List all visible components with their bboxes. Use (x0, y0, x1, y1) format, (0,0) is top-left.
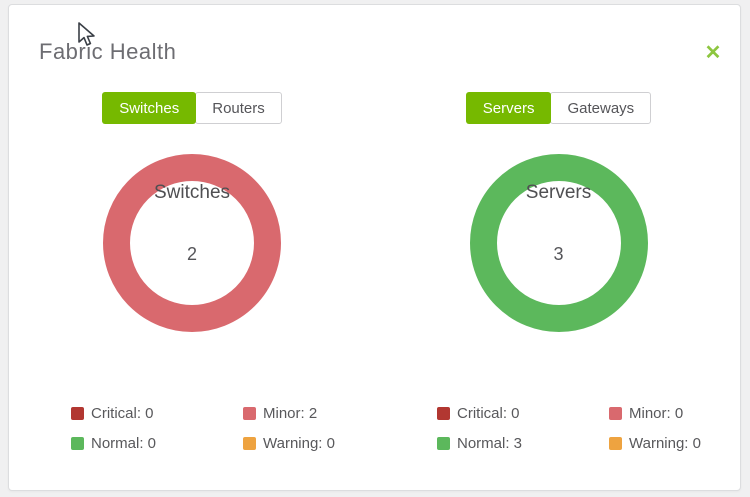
legend-label: Warning: 0 (629, 435, 701, 452)
toggle-routers[interactable]: Routers (195, 92, 282, 124)
servers-gateways-toggle: Servers Gateways (375, 92, 742, 124)
legend-item-critical: Critical: 0 (437, 405, 609, 422)
critical-swatch-icon (71, 407, 84, 420)
legend-label: Normal: 0 (91, 435, 157, 452)
switches-routers-toggle: Switches Routers (9, 92, 375, 124)
servers-donut-ring (469, 154, 648, 332)
switches-panel: Switches Routers Switches 2 Critical: 0 … (9, 5, 375, 490)
donut-title: Servers (525, 182, 592, 203)
servers-donut-chart[interactable]: Servers 3 (464, 148, 654, 338)
normal-swatch-icon (71, 437, 84, 450)
minor-swatch-icon (243, 407, 256, 420)
legend-label: Critical: 0 (457, 405, 520, 422)
dialog-title: Fabric Health (39, 39, 177, 64)
servers-legend: Critical: 0 Minor: 0 Normal: 3 Warning: … (375, 405, 742, 452)
switches-donut-ring (103, 154, 281, 332)
toggle-switches[interactable]: Switches (102, 92, 197, 124)
switches-donut-chart[interactable]: Switches 2 (97, 148, 287, 338)
donut-value: 3 (553, 244, 564, 264)
fabric-health-dialog: Fabric Health ✕ Switches Routers Switche… (8, 4, 741, 491)
legend-label: Normal: 3 (457, 435, 523, 452)
legend-label: Warning: 0 (263, 435, 335, 452)
donut-value: 2 (186, 244, 197, 264)
servers-panel: Servers Gateways Servers 3 Critical: 0 M… (375, 5, 742, 490)
warning-swatch-icon (609, 437, 622, 450)
toggle-servers[interactable]: Servers (465, 92, 552, 124)
legend-label: Minor: 0 (629, 405, 684, 422)
legend-item-normal: Normal: 3 (437, 435, 609, 452)
legend-item-critical: Critical: 0 (71, 405, 243, 422)
normal-swatch-icon (437, 437, 450, 450)
legend-item-warning: Warning: 0 (243, 435, 415, 452)
legend-label: Critical: 0 (91, 405, 154, 422)
minor-swatch-icon (609, 407, 622, 420)
legend-item-warning: Warning: 0 (609, 435, 750, 452)
critical-swatch-icon (437, 407, 450, 420)
legend-label: Minor: 2 (263, 405, 318, 422)
close-icon[interactable]: ✕ (704, 42, 722, 64)
legend-item-minor: Minor: 2 (243, 405, 415, 422)
donut-title: Switches (153, 182, 231, 203)
legend-item-minor: Minor: 0 (609, 405, 750, 422)
switches-legend: Critical: 0 Minor: 2 Normal: 0 Warning: … (9, 405, 375, 452)
warning-swatch-icon (243, 437, 256, 450)
toggle-gateways[interactable]: Gateways (550, 92, 652, 124)
legend-item-normal: Normal: 0 (71, 435, 243, 452)
